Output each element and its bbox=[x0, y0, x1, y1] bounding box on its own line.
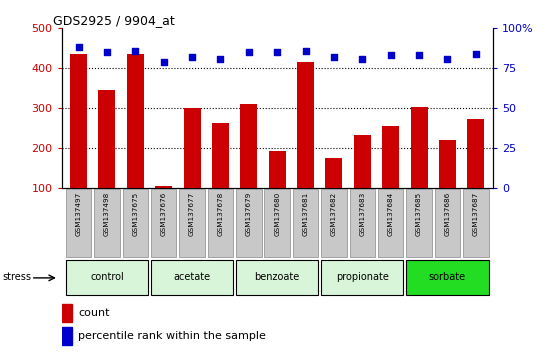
Text: GSM137676: GSM137676 bbox=[161, 192, 167, 236]
Bar bbox=[439, 140, 456, 227]
FancyBboxPatch shape bbox=[293, 189, 318, 257]
FancyBboxPatch shape bbox=[94, 189, 120, 257]
Text: stress: stress bbox=[3, 272, 32, 282]
FancyBboxPatch shape bbox=[321, 189, 347, 257]
Point bbox=[472, 51, 480, 57]
Bar bbox=[70, 54, 87, 227]
FancyBboxPatch shape bbox=[321, 261, 403, 295]
FancyBboxPatch shape bbox=[435, 189, 460, 257]
Text: benzoate: benzoate bbox=[255, 272, 300, 282]
Text: GSM137680: GSM137680 bbox=[274, 192, 280, 236]
Text: GSM137683: GSM137683 bbox=[360, 192, 365, 236]
Point bbox=[159, 59, 168, 65]
Bar bbox=[410, 107, 427, 227]
Bar bbox=[99, 90, 115, 227]
FancyBboxPatch shape bbox=[123, 189, 148, 257]
Text: GSM137675: GSM137675 bbox=[132, 192, 138, 236]
Text: GSM137677: GSM137677 bbox=[189, 192, 195, 236]
FancyBboxPatch shape bbox=[179, 189, 205, 257]
FancyBboxPatch shape bbox=[208, 189, 233, 257]
FancyBboxPatch shape bbox=[349, 189, 375, 257]
Bar bbox=[240, 104, 258, 227]
Bar bbox=[184, 108, 200, 227]
Text: GSM137681: GSM137681 bbox=[302, 192, 309, 236]
Point bbox=[443, 56, 452, 62]
FancyBboxPatch shape bbox=[151, 189, 176, 257]
Bar bbox=[62, 327, 72, 345]
FancyBboxPatch shape bbox=[236, 189, 262, 257]
FancyBboxPatch shape bbox=[463, 189, 488, 257]
Text: GSM137686: GSM137686 bbox=[445, 192, 450, 236]
Point bbox=[329, 54, 338, 60]
FancyBboxPatch shape bbox=[264, 189, 290, 257]
Text: GDS2925 / 9904_at: GDS2925 / 9904_at bbox=[53, 14, 175, 27]
Point bbox=[216, 56, 225, 62]
Bar bbox=[325, 158, 343, 227]
Point bbox=[386, 53, 395, 58]
FancyBboxPatch shape bbox=[406, 261, 488, 295]
Text: GSM137678: GSM137678 bbox=[217, 192, 223, 236]
Text: percentile rank within the sample: percentile rank within the sample bbox=[78, 331, 266, 341]
Text: acetate: acetate bbox=[174, 272, 211, 282]
Bar bbox=[297, 62, 314, 227]
FancyBboxPatch shape bbox=[406, 189, 432, 257]
Bar bbox=[127, 54, 144, 227]
Text: GSM137682: GSM137682 bbox=[331, 192, 337, 236]
Text: GSM137685: GSM137685 bbox=[416, 192, 422, 236]
Bar bbox=[354, 135, 371, 227]
Point bbox=[358, 56, 367, 62]
Point bbox=[102, 50, 111, 55]
Point bbox=[414, 53, 423, 58]
Point bbox=[244, 50, 253, 55]
Text: GSM137684: GSM137684 bbox=[388, 192, 394, 236]
Point bbox=[131, 48, 140, 53]
Point bbox=[188, 54, 197, 60]
Text: GSM137498: GSM137498 bbox=[104, 192, 110, 236]
Text: control: control bbox=[90, 272, 124, 282]
Bar bbox=[269, 151, 286, 227]
FancyBboxPatch shape bbox=[66, 261, 148, 295]
FancyBboxPatch shape bbox=[236, 261, 318, 295]
FancyBboxPatch shape bbox=[66, 189, 91, 257]
Text: sorbate: sorbate bbox=[429, 272, 466, 282]
Point bbox=[74, 45, 83, 50]
Bar bbox=[212, 123, 229, 227]
FancyBboxPatch shape bbox=[151, 261, 233, 295]
Text: count: count bbox=[78, 308, 110, 318]
FancyBboxPatch shape bbox=[378, 189, 403, 257]
Text: GSM137679: GSM137679 bbox=[246, 192, 252, 236]
Text: propionate: propionate bbox=[336, 272, 389, 282]
Point bbox=[301, 48, 310, 53]
Text: GSM137497: GSM137497 bbox=[76, 192, 82, 236]
Bar bbox=[467, 119, 484, 227]
Bar bbox=[155, 185, 172, 227]
Bar bbox=[382, 126, 399, 227]
Bar bbox=[62, 304, 72, 321]
Point bbox=[273, 50, 282, 55]
Text: GSM137687: GSM137687 bbox=[473, 192, 479, 236]
